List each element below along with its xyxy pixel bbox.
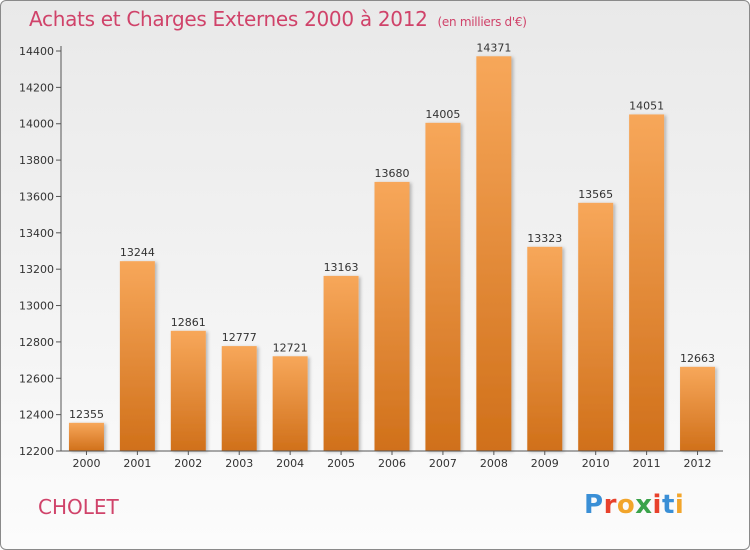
chart-title: Achats et Charges Externes 2000 à 2012 (e… bbox=[29, 7, 527, 31]
y-tick-label: 13400 bbox=[19, 227, 54, 240]
data-label-2012: 12663 bbox=[680, 352, 715, 365]
x-tick-label: 2003 bbox=[225, 457, 253, 470]
x-tick-label: 2002 bbox=[174, 457, 202, 470]
x-tick-label: 2011 bbox=[633, 457, 661, 470]
data-label-2008: 14371 bbox=[476, 41, 511, 54]
x-tick-label: 2005 bbox=[327, 457, 355, 470]
y-tick-label: 14200 bbox=[19, 81, 54, 94]
data-label-2004: 12721 bbox=[273, 341, 308, 354]
y-tick-label: 12400 bbox=[19, 409, 54, 422]
y-tick-label: 13600 bbox=[19, 190, 54, 203]
bars: 12355 13244 12861 12777 12721 13163 13680 14005… bbox=[68, 41, 716, 452]
bar-2012 bbox=[680, 366, 716, 451]
proxiti-logo: Proxiti bbox=[584, 490, 684, 520]
data-label-2006: 13680 bbox=[375, 167, 410, 180]
x-tick-label: 2009 bbox=[531, 457, 559, 470]
y-tick-label: 12600 bbox=[19, 372, 54, 385]
x-tick-label: 2004 bbox=[276, 457, 304, 470]
bar-2011 bbox=[629, 114, 665, 452]
bar-2000 bbox=[68, 422, 104, 451]
x-tick-label: 2006 bbox=[378, 457, 406, 470]
commune-name: CHOLET bbox=[38, 495, 119, 519]
bar-2006 bbox=[374, 181, 410, 451]
logo-letter: x bbox=[635, 490, 653, 520]
x-axis: 2000 2001 2002 2003 2004 2005 2006 2007 2008 2009… bbox=[61, 450, 723, 470]
data-label-2000: 12355 bbox=[69, 408, 104, 421]
logo-letter: i bbox=[674, 490, 685, 520]
bar-2004 bbox=[272, 356, 308, 451]
x-tick-label: 2010 bbox=[582, 457, 610, 470]
y-tick-label: 13200 bbox=[19, 263, 54, 276]
data-label-2003: 12777 bbox=[222, 331, 257, 344]
data-label-2002: 12861 bbox=[171, 316, 206, 329]
title-text: Achats et Charges Externes 2000 à 2012 bbox=[29, 7, 428, 31]
bar-2001 bbox=[119, 261, 155, 451]
data-label-2001: 13244 bbox=[120, 246, 155, 259]
y-tick-label: 12800 bbox=[19, 336, 54, 349]
y-axis: 12200 12400 12600 12800 13000 13200 13400 13600… bbox=[19, 45, 62, 458]
x-tick-label: 2008 bbox=[480, 457, 508, 470]
y-tick-label: 13000 bbox=[19, 300, 54, 313]
data-label-2009: 13323 bbox=[527, 232, 562, 245]
data-label-2010: 13565 bbox=[578, 188, 613, 201]
logo-letter: i bbox=[652, 490, 662, 520]
bar-2003 bbox=[221, 346, 257, 451]
bar-2009 bbox=[527, 246, 563, 451]
bar-2010 bbox=[578, 202, 614, 451]
data-label-2005: 13163 bbox=[324, 261, 359, 274]
x-tick-label: 2012 bbox=[684, 457, 712, 470]
chart-subtitle: (en milliers d'€) bbox=[437, 15, 527, 29]
y-tick-label: 14000 bbox=[19, 118, 54, 131]
logo-letter: o bbox=[616, 490, 636, 520]
bar-2002 bbox=[170, 330, 206, 451]
x-tick-label: 2007 bbox=[429, 457, 457, 470]
bar-2005 bbox=[323, 275, 359, 451]
bar-2008 bbox=[476, 56, 512, 451]
data-label-2011: 14051 bbox=[629, 99, 664, 112]
logo-letter: t bbox=[661, 490, 675, 520]
x-tick-label: 2001 bbox=[123, 457, 151, 470]
y-tick-label: 13800 bbox=[19, 154, 54, 167]
logo-letter: P bbox=[584, 490, 604, 520]
bar-2007 bbox=[425, 122, 461, 452]
x-tick-label: 2000 bbox=[72, 457, 100, 470]
data-label-2007: 14005 bbox=[425, 108, 460, 121]
y-tick-label: 12200 bbox=[19, 445, 54, 458]
y-tick-label: 14400 bbox=[19, 45, 54, 58]
logo-letter: r bbox=[603, 490, 617, 520]
